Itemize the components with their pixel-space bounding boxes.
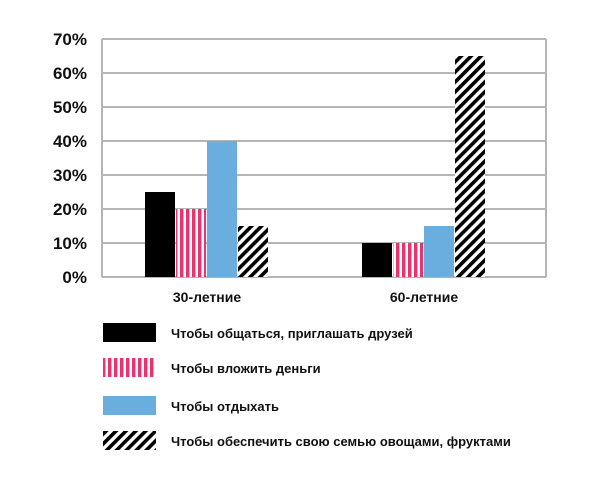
y-tick-label: 50% bbox=[53, 98, 87, 117]
legend-label: Чтобы отдыхать bbox=[171, 399, 279, 414]
y-tick-label: 40% bbox=[53, 132, 87, 151]
bar bbox=[455, 56, 485, 277]
y-tick-label: 70% bbox=[53, 30, 87, 49]
bar bbox=[176, 209, 206, 277]
bar bbox=[207, 141, 237, 277]
bars bbox=[145, 56, 485, 277]
bar bbox=[393, 243, 423, 277]
bar bbox=[362, 243, 392, 277]
legend-label: Чтобы обеспечить свою семью овощами, фру… bbox=[171, 434, 511, 449]
y-tick-label: 10% bbox=[53, 234, 87, 253]
y-axis: 0% 10% 20% 30% 40% 50% 60% 70% bbox=[53, 30, 87, 287]
legend-label: Чтобы вложить деньги bbox=[171, 361, 321, 376]
x-axis: 30-летние 60-летние bbox=[173, 289, 458, 305]
legend: Чтобы общаться, приглашать друзей Чтобы в… bbox=[103, 323, 511, 450]
y-tick-label: 0% bbox=[62, 268, 87, 287]
legend-swatch bbox=[103, 358, 156, 377]
y-tick-label: 30% bbox=[53, 166, 87, 185]
y-tick-label: 60% bbox=[53, 64, 87, 83]
legend-swatch bbox=[103, 396, 156, 415]
bar bbox=[238, 226, 268, 277]
legend-swatch bbox=[103, 323, 156, 342]
legend-label: Чтобы общаться, приглашать друзей bbox=[171, 326, 413, 341]
bar bbox=[145, 192, 175, 277]
legend-swatch bbox=[103, 431, 156, 450]
bar bbox=[424, 226, 454, 277]
x-category-label: 30-летние bbox=[173, 289, 241, 305]
x-category-label: 60-летние bbox=[390, 289, 458, 305]
y-tick-label: 20% bbox=[53, 200, 87, 219]
